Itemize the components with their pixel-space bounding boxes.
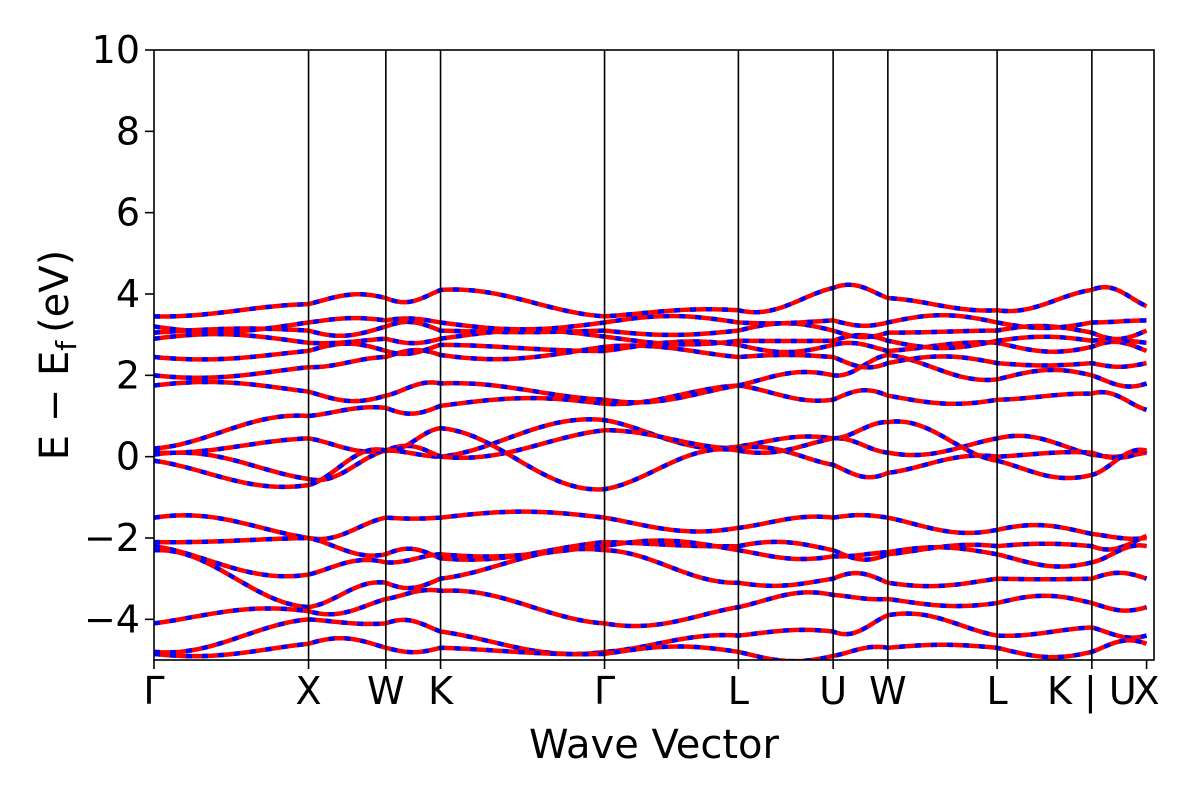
y-tick-label: 8: [116, 109, 140, 153]
band-line-blue: [154, 419, 1148, 492]
x-tick-label: K | U: [1047, 669, 1137, 714]
band-line-blue: [154, 533, 1148, 562]
x-tick-label: X: [296, 669, 322, 713]
high-symmetry-lines: [307, 50, 1093, 660]
x-tick-label: K: [428, 669, 454, 713]
y-tick-label: 10: [92, 28, 140, 72]
band-line-blue: [154, 312, 1147, 335]
y-tick-label: −4: [84, 597, 140, 641]
x-axis-label: Wave Vector: [529, 722, 780, 768]
band-line-blue: [154, 328, 1147, 351]
x-tick-label: X: [1134, 669, 1160, 713]
y-tick-label: 4: [116, 272, 140, 316]
x-tick-label: W: [367, 669, 405, 713]
x-tick-label: Γ: [594, 669, 615, 713]
band-line-blue: [154, 339, 1148, 362]
x-tick-label: L: [728, 669, 749, 713]
plot-frame: [153, 49, 1155, 661]
y-tick-label: 0: [116, 435, 140, 479]
band-line-blue: [154, 343, 1148, 381]
x-tick-label: U: [819, 669, 847, 713]
x-tick-label: W: [869, 669, 907, 713]
band-line-blue: [154, 635, 1148, 660]
y-axis-label-main: E − E: [32, 351, 78, 461]
y-axis-label: E − Ef (eV): [32, 250, 83, 461]
y-axis-label-subscript: f: [50, 340, 83, 351]
y-axis-label-unit: (eV): [32, 250, 78, 333]
y-tick-label: 2: [116, 353, 140, 397]
y-tick-label: −2: [84, 516, 140, 560]
x-tick-label: Γ: [143, 669, 164, 713]
band-line-blue: [154, 417, 1147, 483]
y-axis-ticks: 10 8 6 4 2 0 −2 −4: [84, 28, 154, 641]
y-tick-label: 6: [116, 191, 140, 235]
x-tick-label: L: [987, 669, 1008, 713]
